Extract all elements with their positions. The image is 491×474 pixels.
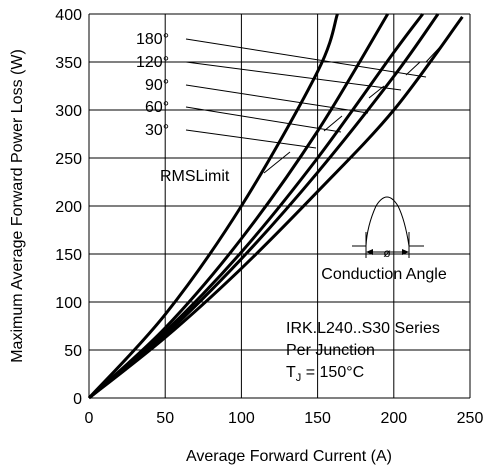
x-tick-label: 0: [85, 410, 94, 427]
curve-30-deg: [87, 13, 339, 400]
curve-label-120-deg: 120°: [136, 54, 169, 71]
rms-limit-mark: [263, 151, 291, 174]
curve-label-60-deg: 60°: [145, 99, 169, 116]
leader-line: [185, 61, 402, 91]
curve-label-180-deg: 180°: [136, 31, 169, 48]
tj-subscript: J: [296, 372, 302, 384]
tj-prefix: T: [286, 364, 296, 381]
rms-limit-mark: [368, 85, 385, 99]
rms-limit-mark: [405, 61, 421, 76]
tj-label: TJ = 150°C: [286, 364, 364, 384]
curve-120-deg: [88, 13, 440, 400]
curve-60-deg: [87, 13, 389, 400]
y-tick-label: 400: [55, 7, 82, 24]
arrow-head-left: [366, 249, 373, 255]
y-axis-title: Maximum Average Forward Power Loss (W): [9, 49, 26, 363]
leader-line: [185, 84, 369, 114]
rms-limit-mark: [425, 46, 441, 63]
rms-limit-mark: [323, 115, 343, 132]
curve-labels: 180° 120° 90° 60° 30° RMSLimit: [136, 31, 230, 185]
grid: [88, 13, 471, 399]
leader-line: [185, 38, 427, 78]
conduction-angle-label: Conduction Angle: [321, 266, 447, 283]
y-tick-label: 250: [55, 151, 82, 168]
x-tick-label: 200: [380, 410, 407, 427]
x-tick-label: 250: [457, 410, 484, 427]
series-label: IRK.L240..S30 Series: [286, 320, 440, 337]
y-tick-label: 300: [55, 103, 82, 120]
curve-180-deg: [88, 15, 464, 400]
curve-label-30-deg: 30°: [145, 122, 169, 139]
y-tick-label: 0: [73, 391, 82, 408]
rms-limit-label: RMSLimit: [160, 168, 230, 185]
leader-line: [185, 106, 342, 133]
curve-90-deg: [88, 13, 424, 400]
half-sine-waveform: [352, 196, 424, 247]
y-tick-label: 50: [64, 343, 82, 360]
conduction-angle-inset: ø Conduction Angle: [321, 196, 447, 283]
junction-label: Per Junction: [286, 342, 375, 359]
x-axis-title: Average Forward Current (A): [186, 448, 392, 465]
tick-labels: 0 50 100 150 200 250 0 50 100 150 200 250 300 350 400: [55, 7, 483, 427]
curve-label-90-deg: 90°: [145, 77, 169, 94]
tj-suffix: = 150°C: [301, 364, 364, 381]
leader-line: [185, 129, 317, 149]
label-leaders: [185, 38, 441, 174]
y-tick-label: 200: [55, 199, 82, 216]
x-tick-label: 150: [304, 410, 331, 427]
phi-symbol: ø: [383, 246, 391, 260]
arrow-head-right: [402, 249, 409, 255]
y-tick-label: 100: [55, 295, 82, 312]
y-tick-label: 150: [55, 247, 82, 264]
x-tick-label: 50: [156, 410, 174, 427]
y-tick-label: 350: [55, 55, 82, 72]
x-tick-label: 100: [228, 410, 255, 427]
curves: [87, 13, 464, 400]
